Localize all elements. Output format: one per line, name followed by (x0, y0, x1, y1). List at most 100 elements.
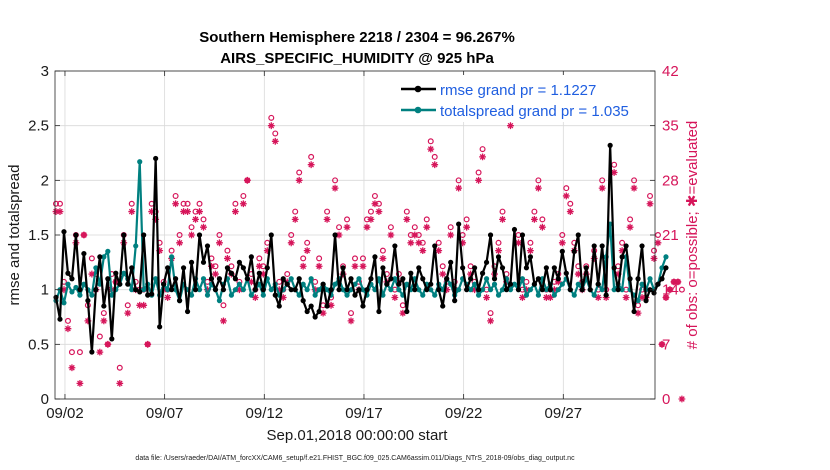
spread-point (308, 276, 314, 282)
spread-point (216, 298, 223, 304)
obs-evaluated-marker (156, 247, 164, 255)
obs-evaluated-marker (96, 348, 104, 356)
spread-point (344, 292, 350, 298)
obs-possible-marker (563, 185, 570, 192)
y-tick-label-left: 0.5 (28, 336, 49, 353)
rmse-point (643, 298, 649, 304)
obs-evaluated-marker (423, 223, 431, 231)
obs-possible-marker (300, 255, 307, 262)
spread-point (268, 287, 274, 293)
rmse-point (320, 281, 326, 287)
spread-point (77, 292, 83, 298)
obs-possible-marker (475, 169, 482, 176)
obs-evaluated-marker (263, 247, 271, 255)
obs-evaluated-marker (411, 231, 419, 239)
rmse-point (356, 287, 362, 293)
rmse-point (328, 287, 334, 293)
obs-possible-marker (168, 247, 175, 254)
rmse-point (567, 287, 573, 293)
rmse-point (515, 287, 522, 293)
y-tick-label-right: 28 (662, 172, 679, 189)
chart-title-line1: Southern Hemisphere 2218 / 2304 = 96.267… (199, 29, 515, 46)
chart-title-line2: AIRS_SPECIFIC_HUMIDITY @ 925 hPa (220, 50, 494, 67)
rmse-point (288, 287, 294, 293)
spread-point (523, 292, 530, 298)
y-tick-label-left: 2.5 (28, 118, 49, 135)
obs-possible-marker (627, 216, 634, 223)
rmse-point (396, 281, 402, 287)
spread-point (312, 292, 318, 298)
obs-possible-marker (635, 302, 642, 309)
obs-evaluated-marker (495, 247, 502, 255)
obs-possible-marker (292, 208, 299, 215)
rmse-point (619, 254, 625, 260)
obs-possible-marker (316, 255, 323, 262)
obs-possible-marker (427, 138, 434, 145)
rmse-point (452, 298, 458, 304)
rmse-point (57, 316, 63, 322)
y-tick-label-right: 0 (662, 391, 670, 408)
obs-evaluated-marker (351, 262, 359, 270)
rmse-point (607, 142, 613, 148)
obs-evaluated-marker (136, 301, 144, 309)
obs-possible-marker (324, 208, 331, 215)
spread-point (392, 276, 398, 282)
obs-evaluated-marker (558, 239, 566, 247)
spread-point (133, 243, 139, 249)
obs-evaluated-marker (259, 270, 267, 278)
obs-evaluated-marker (279, 294, 287, 301)
spread-point (153, 276, 159, 282)
legend-box (393, 75, 648, 122)
obs-possible-marker (539, 216, 546, 223)
spread-point (420, 292, 426, 298)
rmse-point (89, 349, 95, 355)
rmse-point (639, 243, 645, 249)
obs-possible-marker (352, 255, 359, 262)
obs-possible-marker (88, 255, 95, 262)
obs-evaluated-marker (487, 317, 494, 325)
rmse-series-line (54, 144, 667, 354)
x-tick-label: 09/27 (545, 405, 583, 422)
obs-evaluated-marker (343, 223, 351, 231)
y-tick-label-left: 2 (41, 172, 49, 189)
rmse-point (487, 232, 494, 238)
spread-point (200, 276, 207, 282)
spread-point (360, 287, 366, 293)
x-tick-label: 09/07 (146, 405, 184, 422)
obs-possible-marker (567, 200, 574, 207)
spread-point (639, 281, 645, 287)
obs-evaluated-marker (419, 247, 427, 255)
obs-possible-marker (495, 239, 502, 246)
rmse-point (499, 265, 506, 271)
spread-point (232, 287, 238, 293)
obs-possible-marker (276, 278, 283, 285)
rmse-point (256, 270, 262, 276)
rmse-point (312, 314, 318, 320)
rmse-point (304, 308, 310, 315)
x-axis-label: Sep.01,2018 00:00:00 start (267, 427, 449, 444)
obs-evaluated-marker (327, 301, 335, 309)
obs-evaluated-marker (295, 176, 303, 184)
obs-evaluated-marker (359, 262, 367, 270)
spread-point (495, 292, 502, 298)
spread-point (332, 281, 338, 287)
obs-evaluated-marker (216, 239, 223, 247)
obs-evaluated-marker (200, 223, 207, 231)
obs-evaluated-marker (443, 286, 451, 294)
obs-evaluated-marker (403, 215, 411, 223)
spread-point (432, 292, 438, 298)
rmse-point (380, 265, 386, 271)
x-tick-label: 09/12 (246, 405, 284, 422)
y-tick-label-right: 21 (662, 227, 679, 244)
obs-evaluated-marker (550, 286, 558, 294)
rmse-point (468, 276, 474, 282)
rmse-point (169, 287, 175, 293)
spread-point (340, 287, 346, 293)
x-tick-label: 09/22 (445, 405, 483, 422)
spread-point (647, 276, 653, 282)
obs-evaluated-marker (188, 231, 195, 239)
rmse-point (296, 276, 302, 282)
spread-point (611, 287, 617, 293)
rmse-point (336, 287, 342, 293)
spread-point (89, 292, 95, 298)
